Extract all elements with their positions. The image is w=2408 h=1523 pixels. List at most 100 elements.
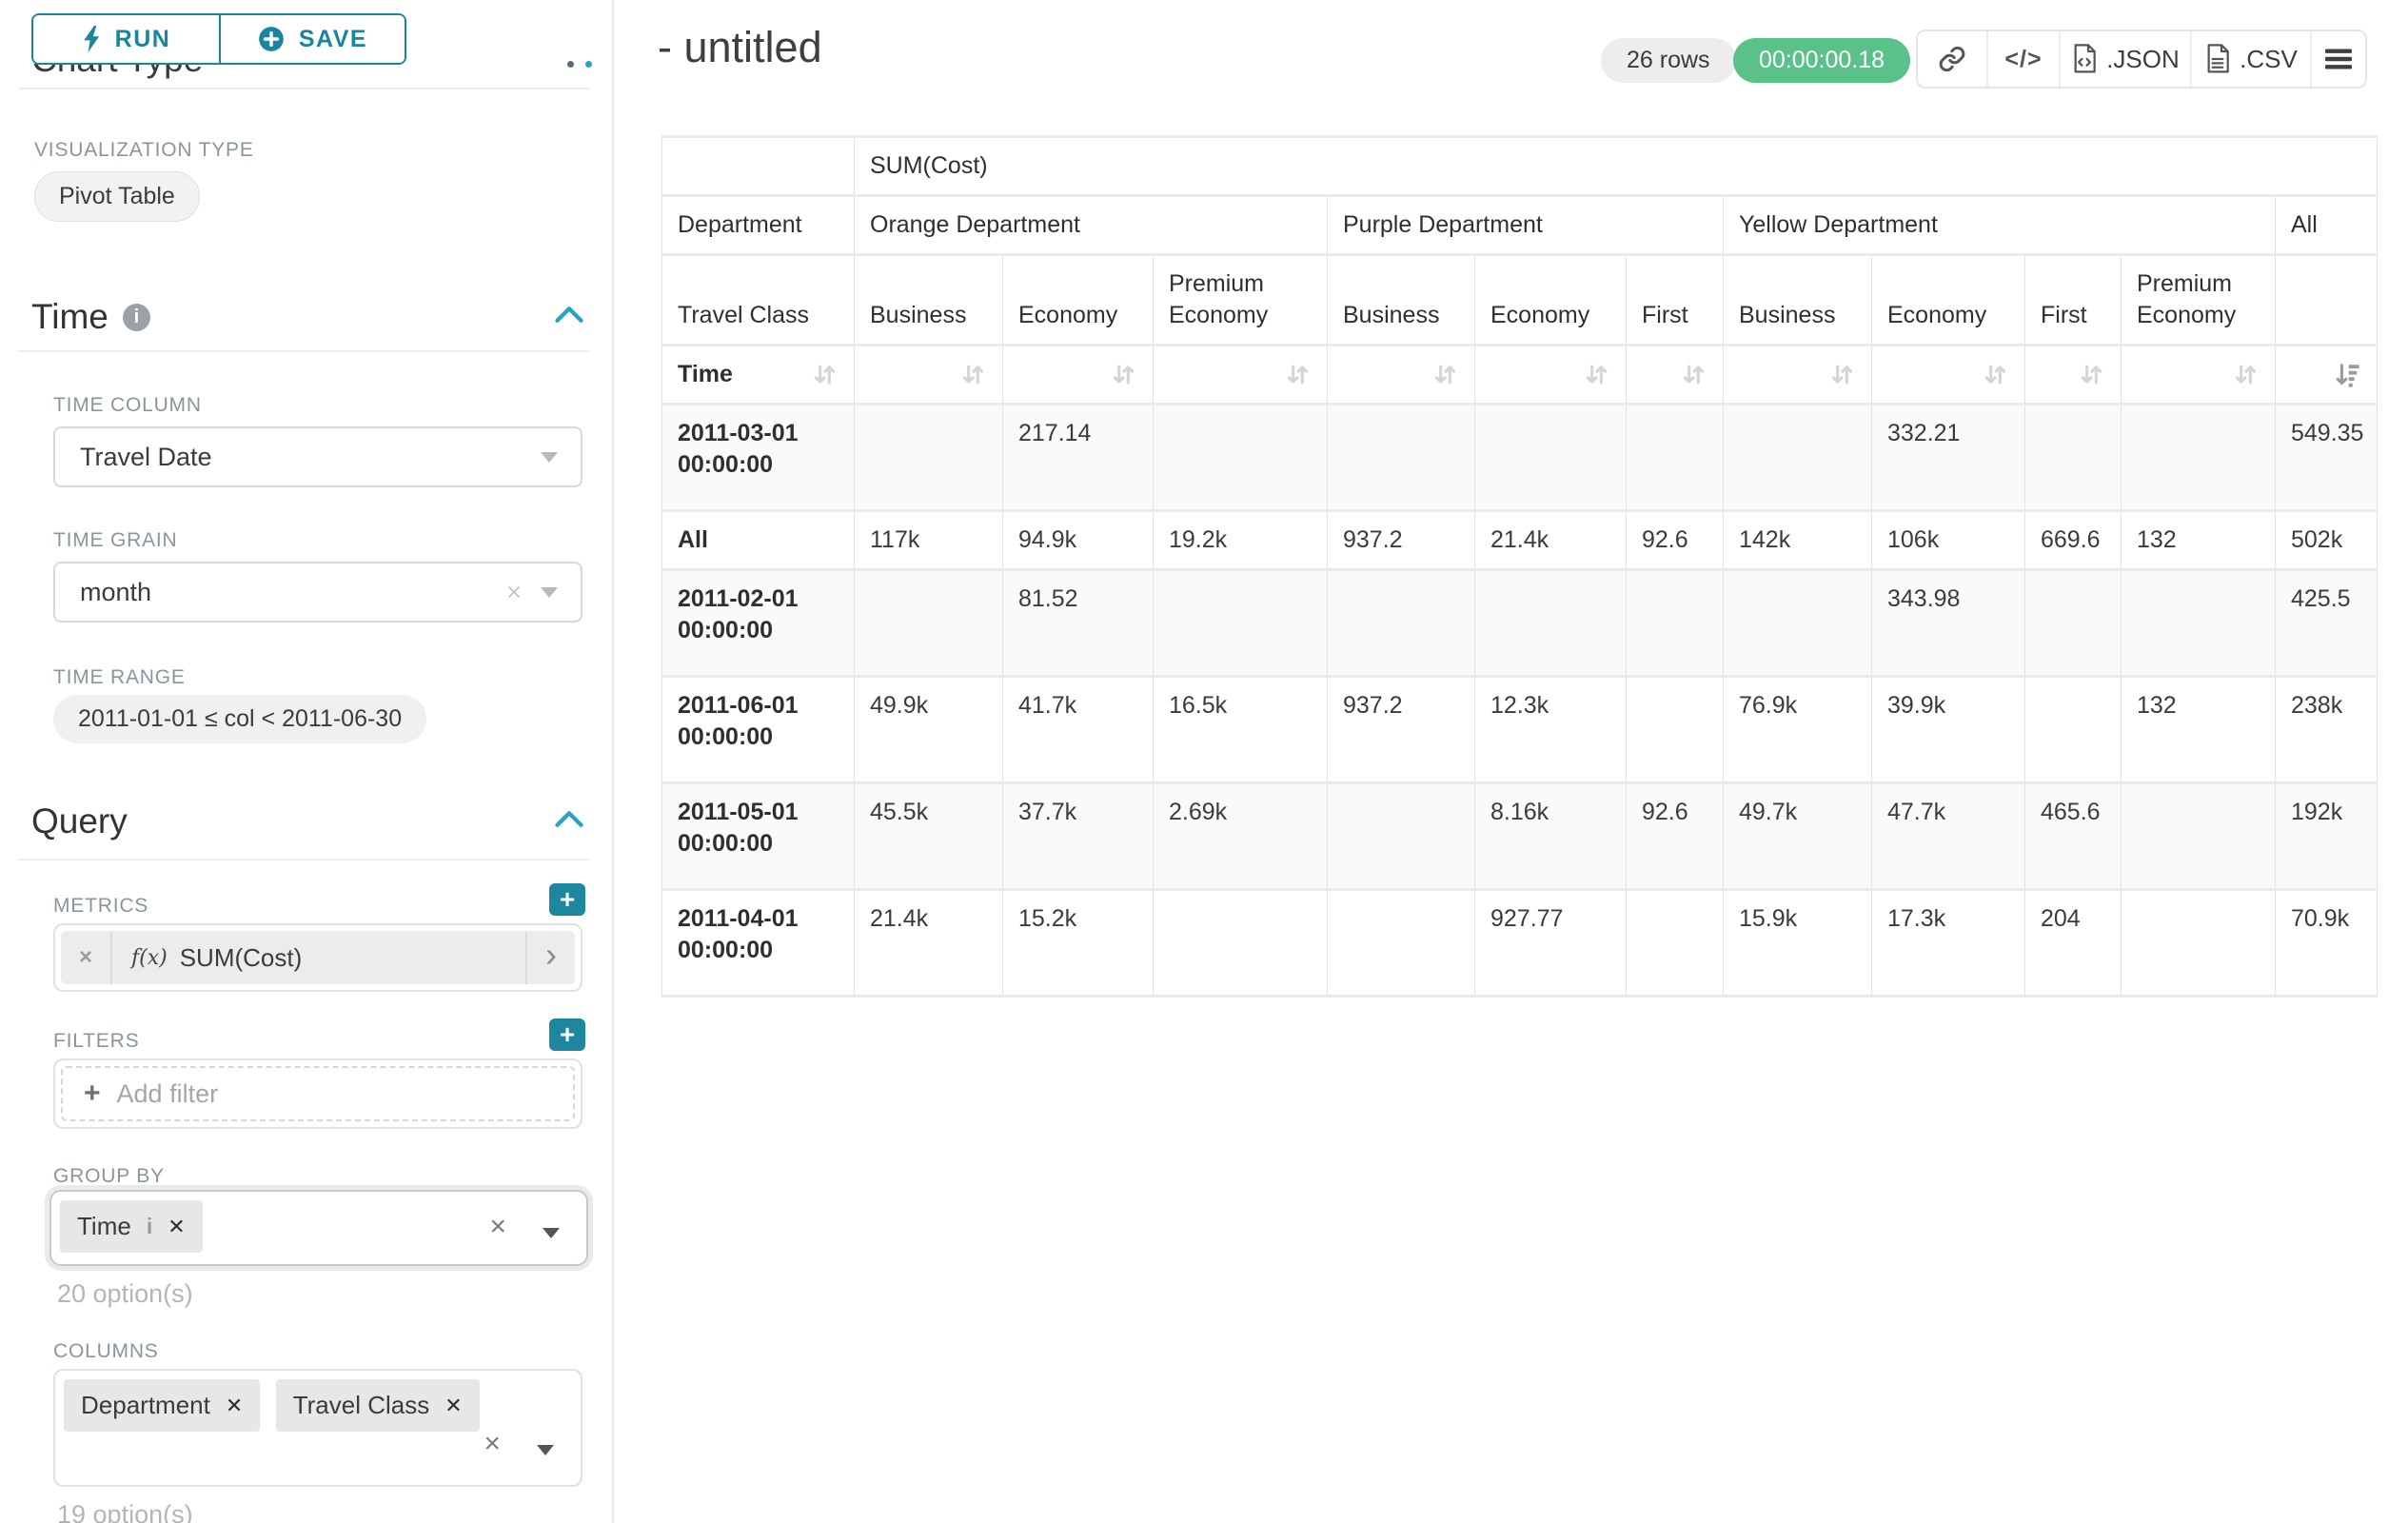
cell: 343.98 <box>1872 571 2025 678</box>
add-metric-button[interactable]: + <box>549 883 585 916</box>
caret-down-icon[interactable] <box>543 1228 560 1238</box>
more-options-button[interactable] <box>2310 31 2365 87</box>
cell <box>2025 405 2122 512</box>
cell <box>2122 891 2276 998</box>
sort-icon[interactable] <box>1828 361 1856 388</box>
collapse-time-section[interactable] <box>555 306 583 328</box>
add-filter-button[interactable]: + <box>549 1019 585 1051</box>
cell <box>855 571 1003 678</box>
sort-icon[interactable] <box>959 361 987 388</box>
sort-icon[interactable] <box>1284 361 1312 388</box>
remove-chip-icon[interactable]: ✕ <box>444 1393 463 1417</box>
sort-icon[interactable] <box>1982 361 2009 388</box>
chart-panel: - untitled 26 rows 00:00:00.18 </> .JSON… <box>616 0 2408 1523</box>
department-axis-label: Department <box>662 197 855 256</box>
export-json-button[interactable]: .JSON <box>2059 31 2190 87</box>
clear-icon[interactable]: × <box>506 577 522 606</box>
cell: 15.2k <box>1003 891 1154 998</box>
group-by-label: GROUP BY <box>53 1165 165 1187</box>
all-column-header: All <box>2276 197 2378 256</box>
metric-label: f(x) SUM(Cost) <box>112 931 525 984</box>
cell: 549.35 <box>2276 405 2378 512</box>
sort-icon[interactable] <box>811 361 839 388</box>
table-row: 2011-04-01 00:00:00 21.4k 15.2k 927.77 1… <box>662 891 2378 998</box>
metric-chip[interactable]: × f(x) SUM(Cost) › <box>61 931 575 984</box>
columns-chip-travel-class[interactable]: Travel Class ✕ <box>275 1379 480 1432</box>
sort-icon[interactable] <box>1431 361 1459 388</box>
remove-metric-icon[interactable]: × <box>61 931 112 984</box>
viz-type-label: VISUALIZATION TYPE <box>34 139 254 161</box>
class-header: Premium Economy <box>1154 256 1328 346</box>
query-section-title: Query <box>31 801 128 841</box>
save-button[interactable]: SAVE <box>219 15 405 63</box>
row-count-badge: 26 rows <box>1601 38 1736 83</box>
clear-icon[interactable]: × <box>484 1428 501 1459</box>
viz-type-pill[interactable]: Pivot Table <box>34 171 200 222</box>
time-axis-label: Time <box>678 361 733 387</box>
metrics-label: METRICS <box>53 895 149 917</box>
cell <box>1475 405 1627 512</box>
caret-down-icon[interactable] <box>541 587 558 598</box>
query-duration-badge: 00:00:00.18 <box>1733 38 1911 83</box>
time-grain-select[interactable]: month × <box>53 562 582 623</box>
time-section-header: Time i <box>31 297 583 337</box>
sort-header <box>1627 346 1724 405</box>
department-header: Orange Department <box>855 197 1328 256</box>
function-icon: f(x) <box>131 945 168 970</box>
cell: 937.2 <box>1328 512 1475 571</box>
cell: 192k <box>2276 784 2378 891</box>
sort-icon[interactable] <box>2078 361 2105 388</box>
cell: 76.9k <box>1724 678 1872 784</box>
group-by-select[interactable]: Time i ✕ × <box>49 1190 588 1266</box>
collapse-query-section[interactable] <box>555 810 583 833</box>
info-icon: i <box>122 303 150 331</box>
metric-name: SUM(Cost) <box>179 942 303 972</box>
clear-icon[interactable]: × <box>489 1211 506 1242</box>
run-button[interactable]: RUN <box>33 15 219 63</box>
add-filter-dropzone[interactable]: + Add filter <box>61 1066 575 1121</box>
metric-header-cell: SUM(Cost) <box>855 138 2378 197</box>
travel-class-axis-label: Travel Class <box>662 256 855 346</box>
sort-header <box>855 346 1003 405</box>
corner-cell <box>662 138 855 197</box>
remove-chip-icon[interactable]: ✕ <box>168 1214 186 1238</box>
expand-metric-icon[interactable]: › <box>525 931 575 984</box>
share-link-button[interactable] <box>1918 31 1986 87</box>
cell <box>2122 784 2276 891</box>
time-column-select[interactable]: Travel Date <box>53 426 582 487</box>
cell <box>1328 891 1475 998</box>
class-header-empty <box>2276 256 2378 346</box>
cell: 12.3k <box>1475 678 1627 784</box>
cell: 16.5k <box>1154 678 1328 784</box>
sort-icon[interactable] <box>1680 361 1707 388</box>
chip-label: Time <box>77 1212 131 1240</box>
caret-down-icon[interactable] <box>541 452 558 463</box>
chip-label: Travel Class <box>292 1391 430 1419</box>
group-by-chip-time[interactable]: Time i ✕ <box>60 1200 203 1253</box>
remove-chip-icon[interactable]: ✕ <box>225 1393 244 1417</box>
row-header: 2011-03-01 00:00:00 <box>662 405 855 512</box>
cell: 8.16k <box>1475 784 1627 891</box>
row-header: 2011-02-01 00:00:00 <box>662 571 855 678</box>
sort-header <box>1154 346 1328 405</box>
chevron-up-icon <box>555 811 583 827</box>
columns-chip-department[interactable]: Department ✕ <box>64 1379 261 1432</box>
cell: 502k <box>2276 512 2378 571</box>
chart-title[interactable]: - untitled <box>658 23 822 71</box>
sort-descending-icon[interactable] <box>2334 361 2361 388</box>
sort-icon[interactable] <box>2232 361 2260 388</box>
sort-icon[interactable] <box>1110 361 1137 388</box>
cell: 106k <box>1872 512 2025 571</box>
view-query-button[interactable]: </> <box>1986 31 2059 87</box>
sort-header <box>1724 346 1872 405</box>
class-header: Economy <box>1475 256 1627 346</box>
cell <box>2122 571 2276 678</box>
columns-select[interactable]: Department ✕ Travel Class ✕ × <box>53 1369 582 1487</box>
sort-icon[interactable] <box>1583 361 1610 388</box>
divider <box>19 859 589 860</box>
row-header: 2011-06-01 00:00:00 <box>662 678 855 784</box>
time-range-pill[interactable]: 2011-01-01 ≤ col < 2011-06-30 <box>53 695 427 743</box>
export-csv-button[interactable]: .CSV <box>2190 31 2310 87</box>
caret-down-icon[interactable] <box>537 1445 554 1455</box>
